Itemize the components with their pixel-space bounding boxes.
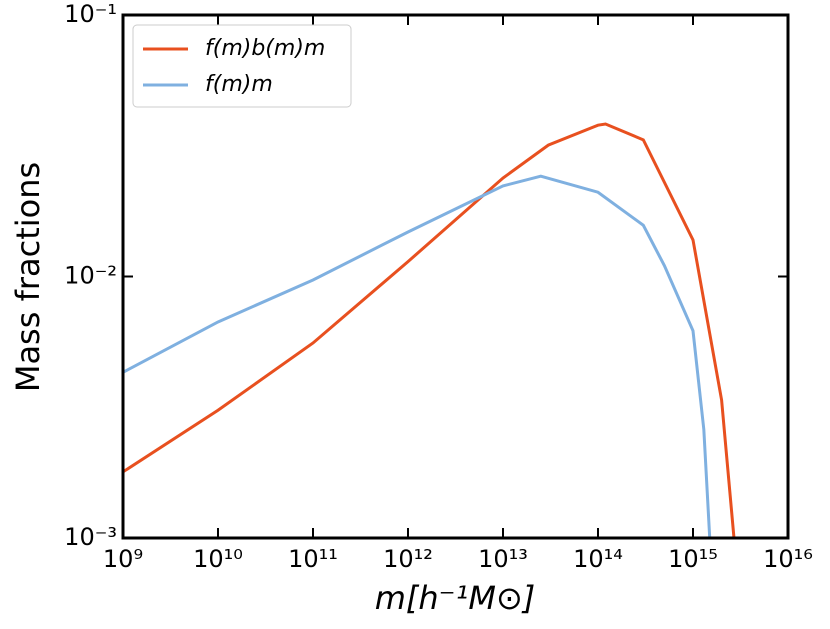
plot-frame	[121, 13, 790, 540]
x-axis-label: m[h⁻¹M⊙]	[375, 579, 536, 617]
x-tick-label: 10¹⁰	[193, 545, 243, 573]
x-tick-label: 10⁹	[103, 545, 143, 573]
x-tick-label: 10¹³	[478, 545, 528, 573]
line	[123, 122, 736, 538]
y-tick-label: 10⁻³	[64, 523, 117, 551]
x-tick-label: 10¹¹	[288, 545, 338, 573]
y-tick-label: 10⁻¹	[64, 0, 117, 28]
x-tick-label: 10¹⁴	[573, 545, 623, 573]
x-tick-label: 10¹²	[383, 545, 433, 573]
y-tick-label: 10⁻²	[64, 262, 117, 290]
y-axis-label: Mass fractions	[9, 162, 47, 392]
x-tick-label: 10¹⁵	[668, 545, 718, 573]
x-tick-label: 10¹⁶	[763, 545, 813, 573]
legend-label: f(m)b(m)m	[205, 36, 325, 61]
legend-label: f(m)m	[205, 72, 273, 97]
line	[123, 174, 712, 538]
